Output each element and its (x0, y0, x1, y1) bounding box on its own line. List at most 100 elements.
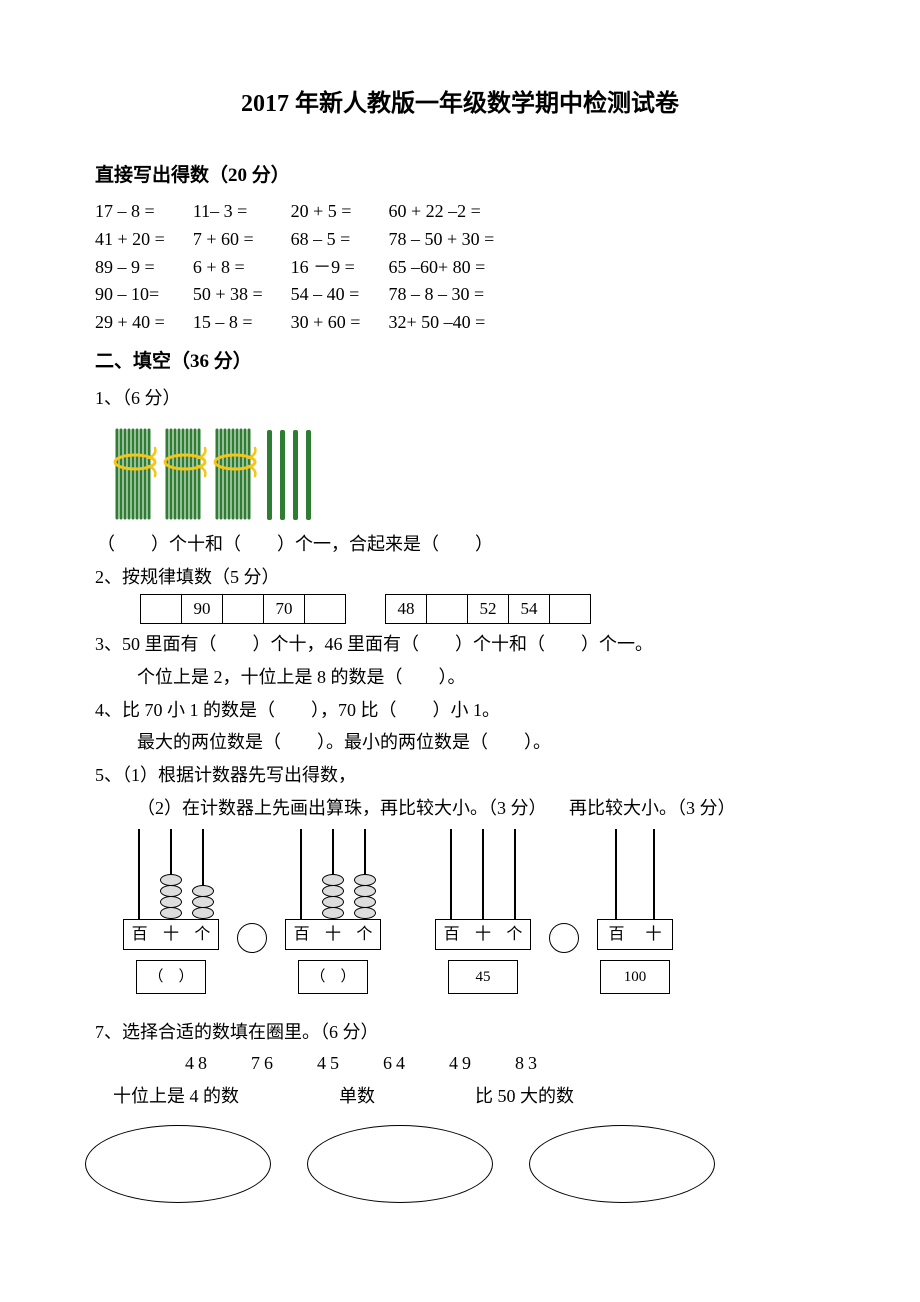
sequence-cell (426, 594, 468, 624)
abacus: 百十个 （ ） (285, 829, 381, 995)
arith-cell: 90 – 10= (95, 281, 193, 309)
arith-cell: 6 + 8 = (193, 254, 291, 282)
abacus-bead (160, 896, 182, 908)
stick-bundle-icon (211, 428, 259, 520)
q3-line2: 个位上是 2，十位上是 8 的数是（ ）。 (95, 663, 825, 692)
abacus-base: 百十个 (123, 919, 219, 951)
q7-cat2: 单数 (339, 1082, 375, 1111)
stick-icon (267, 430, 272, 520)
abacus-rod (482, 829, 484, 919)
sequence-cell: 54 (508, 594, 550, 624)
q7-cat3: 比 50 大的数 (475, 1082, 574, 1111)
abacus-bead (192, 885, 214, 897)
q5-abacus-row: 百十个 （ ） 百十个 （ ） 百十个 45 百十 100 (123, 829, 825, 995)
q5-line1: 5、（1）根据计数器先写出得数， (95, 761, 825, 790)
q7-number: 83 (515, 1053, 541, 1073)
abacus-base: 百十 (597, 919, 673, 951)
sequence-cell (304, 594, 346, 624)
abacus-value-box: （ ） (298, 960, 368, 994)
sequence-cell: 48 (385, 594, 427, 624)
q7-label: 7、选择合适的数填在圈里。（6 分） (95, 1018, 825, 1047)
q5-line2: （2）在计数器上先画出算珠，再比较大小。（3 分） 再比较大小。（3 分） (95, 794, 825, 823)
abacus-bead (160, 885, 182, 897)
sequence-cell (140, 594, 182, 624)
q7-number: 48 (185, 1053, 211, 1073)
stick-bundle-icon (161, 428, 209, 520)
abacus-bead (192, 907, 214, 919)
abacus-bead (354, 874, 376, 886)
arith-cell: 50 + 38 = (193, 281, 291, 309)
abacus-rod (514, 829, 516, 919)
q1-illustration (111, 428, 825, 520)
arith-cell: 65 –60+ 80 = (388, 254, 522, 282)
abacus-value-box: （ ） (136, 960, 206, 994)
abacus-base: 百十个 (285, 919, 381, 951)
q2-sequences: 9070 485254 (137, 594, 825, 624)
arith-cell: 78 – 50 + 30 = (388, 226, 522, 254)
q1-text: （ ）个十和（ ）个一，合起来是（ ） (97, 530, 825, 559)
arithmetic-table: 17 – 8 =11– 3 =20 + 5 =60 + 22 –2 =41 + … (95, 198, 522, 337)
abacus-rod (615, 829, 617, 919)
q7-number: 76 (251, 1053, 277, 1073)
q7-number: 64 (383, 1053, 409, 1073)
compare-circle (237, 923, 267, 953)
compare-circle (549, 923, 579, 953)
section2-header: 二、填空（36 分） (95, 347, 825, 377)
q7-oval-3 (529, 1125, 715, 1203)
abacus-rod (300, 829, 302, 919)
abacus-rod (364, 829, 366, 919)
sequence-cell: 90 (181, 594, 223, 624)
abacus-bead (354, 885, 376, 897)
arith-cell: 20 + 5 = (291, 198, 389, 226)
page-title: 2017 年新人教版一年级数学期中检测试卷 (95, 85, 825, 123)
stick-icon (280, 430, 285, 520)
abacus-bead (354, 907, 376, 919)
sequence-cell: 52 (467, 594, 509, 624)
arith-cell: 54 – 40 = (291, 281, 389, 309)
q4-line1: 4、比 70 小 1 的数是（ ），70 比（ ）小 1。 (95, 696, 825, 725)
section1-header: 直接写出得数（20 分） (95, 161, 825, 191)
q2-label: 2、按规律填数（5 分） (95, 563, 825, 592)
q7-ovals (85, 1125, 825, 1203)
arith-cell: 30 + 60 = (291, 309, 389, 337)
abacus-rod (202, 829, 204, 919)
q7-categories: 十位上是 4 的数 单数 比 50 大的数 (113, 1082, 825, 1111)
abacus-bead (160, 874, 182, 886)
abacus: 百十个 45 (435, 829, 531, 995)
abacus-rod (170, 829, 172, 919)
abacus-bead (322, 907, 344, 919)
abacus-bead (322, 874, 344, 886)
q7-number: 49 (449, 1053, 475, 1073)
q7-number: 45 (317, 1053, 343, 1073)
abacus-value-box: 100 (600, 960, 670, 994)
q1-label: 1、（6 分） (95, 384, 825, 413)
arith-cell: 16 －9 = (291, 254, 389, 282)
sequence-cell (549, 594, 591, 624)
arith-cell: 15 – 8 = (193, 309, 291, 337)
abacus-bead (160, 907, 182, 919)
abacus-rod (138, 829, 140, 919)
abacus: 百十个 （ ） (123, 829, 219, 995)
q7-oval-1 (85, 1125, 271, 1203)
abacus-base: 百十个 (435, 919, 531, 951)
q5-line2a: （2）在计数器上先画出算珠，再比较大小。（3 分） (137, 798, 547, 818)
abacus-rod (450, 829, 452, 919)
q4-line2: 最大的两位数是（ ）。最小的两位数是（ ）。 (95, 728, 825, 757)
abacus-bead (354, 896, 376, 908)
arith-cell: 60 + 22 –2 = (388, 198, 522, 226)
abacus-rod (653, 829, 655, 919)
stick-bundle-icon (111, 428, 159, 520)
abacus-value-box: 45 (448, 960, 518, 994)
abacus-bead (322, 885, 344, 897)
q7-cat1: 十位上是 4 的数 (113, 1082, 239, 1111)
q7-oval-2 (307, 1125, 493, 1203)
abacus-rod (332, 829, 334, 919)
q5-line2b: 再比较大小。（3 分） (569, 798, 736, 818)
stick-icon (293, 430, 298, 520)
sequence-cell (222, 594, 264, 624)
arith-cell: 17 – 8 = (95, 198, 193, 226)
arith-cell: 68 – 5 = (291, 226, 389, 254)
q7-numbers: 48 76 45 64 49 83 (185, 1049, 825, 1078)
arith-cell: 32+ 50 –40 = (388, 309, 522, 337)
q3-line1: 3、50 里面有（ ）个十，46 里面有（ ）个十和（ ）个一。 (95, 630, 825, 659)
